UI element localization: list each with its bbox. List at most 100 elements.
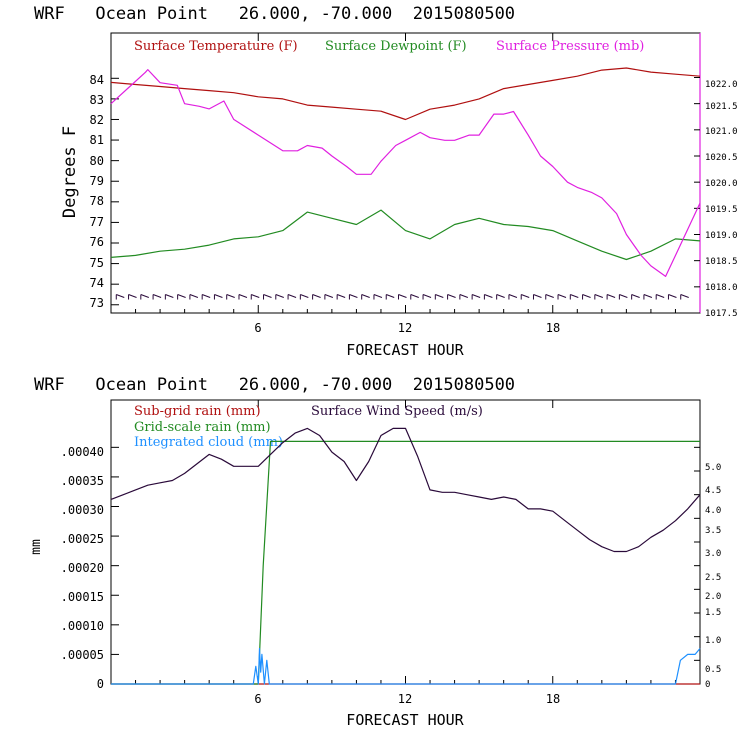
wind-barb — [545, 294, 554, 298]
top-y-tick-label: 81 — [90, 133, 104, 147]
bottom-y-tick-label: .00005 — [61, 648, 104, 662]
top-series-group — [110, 67, 701, 277]
temperature-pressure-chart: WRF Ocean Point 26.000, -70.000 20150805… — [34, 4, 738, 359]
top-right-tick-label: 1019.0 — [705, 231, 738, 241]
top-y-tick-label: 80 — [90, 154, 104, 168]
wind-barb — [238, 294, 248, 298]
wind-barb — [201, 294, 211, 298]
top-right-tick-label: 1017.5 — [705, 309, 738, 319]
wind-barb — [226, 294, 235, 298]
wind-barb — [410, 294, 419, 298]
wind-barb — [177, 294, 186, 298]
series-surface-temperature-f-line — [110, 67, 701, 121]
wind-barb — [447, 294, 456, 298]
bottom-right-tick-label: 0 — [705, 680, 710, 690]
legend-integrated-cloud: Integrated cloud (mm) — [134, 435, 283, 450]
wind-barb — [324, 294, 334, 298]
precipitation-wind-chart: WRF Ocean Point 26.000, -70.000 20150805… — [29, 375, 721, 729]
series-surface-wind-speed-m-s-line — [110, 427, 701, 553]
wind-barb — [140, 294, 149, 298]
series-integrated-cloud-mm-line — [111, 647, 701, 685]
wind-barb — [300, 294, 309, 298]
wind-barb — [165, 294, 174, 298]
wind-barb — [275, 294, 284, 298]
bottom-legend: Sub-grid rain (mm) Grid-scale rain (mm) … — [134, 404, 483, 450]
wind-barb — [619, 294, 628, 298]
wind-barb — [189, 294, 199, 298]
bottom-x-axis-label: FORECAST HOUR — [346, 711, 464, 729]
top-legend: Surface Temperature (F) Surface Dewpoint… — [134, 39, 644, 54]
wind-barb — [128, 294, 137, 298]
bottom-y-tick-label: 0 — [97, 677, 104, 691]
wind-barb — [312, 294, 321, 298]
bottom-x-tick-label: 6 — [254, 692, 261, 706]
top-y-tick-label: 83 — [90, 93, 104, 107]
top-x-axis-label: FORECAST HOUR — [346, 341, 464, 359]
bottom-y-tick-label: .00015 — [61, 590, 104, 604]
wind-barb — [398, 294, 407, 298]
top-y-tick-label: 77 — [90, 215, 104, 229]
top-x-tick-labels: 6 12 18 — [254, 321, 560, 335]
top-right-tick-label: 1018.0 — [705, 283, 738, 293]
bottom-y-axis-label: mm — [29, 539, 44, 555]
top-axis-ticks — [111, 33, 700, 314]
wind-barb — [116, 294, 125, 298]
top-right-tick-label: 1022.0 — [705, 80, 738, 90]
legend-surface-temperature: Surface Temperature (F) — [134, 39, 298, 54]
wind-barb — [606, 294, 616, 298]
wind-barb — [680, 294, 689, 298]
top-x-tick-label: 6 — [254, 321, 261, 335]
wind-barb — [386, 294, 395, 298]
wind-barb — [521, 294, 530, 298]
legend-surface-wind-speed: Surface Wind Speed (m/s) — [311, 404, 483, 419]
top-right-tick-label: 1020.5 — [705, 153, 738, 163]
wind-barb — [251, 294, 260, 298]
top-y-tick-label: 78 — [90, 194, 104, 208]
wind-barb — [435, 294, 444, 298]
wind-barb — [152, 294, 162, 298]
wind-barb — [287, 294, 297, 298]
series-surface-dewpoint-f-line — [110, 209, 701, 261]
top-y-tick-label: 73 — [90, 296, 104, 310]
bottom-x-tick-labels: 6 12 18 — [254, 692, 560, 706]
wind-barb — [349, 294, 358, 298]
bottom-right-tick-label: 1.5 — [705, 608, 721, 618]
wind-barb — [508, 294, 518, 298]
wind-barb — [263, 294, 272, 298]
top-y-tick-labels: 73 74 75 76 77 78 79 80 81 82 83 84 — [90, 73, 104, 310]
top-y-tick-label: 74 — [90, 276, 104, 290]
legend-sub-grid-rain: Sub-grid rain (mm) — [134, 404, 261, 419]
bottom-right-tick-label: 4.5 — [705, 486, 721, 496]
top-y-axis-label: Degrees F — [60, 126, 80, 218]
wind-barb — [631, 294, 640, 298]
bottom-x-tick-label: 18 — [546, 692, 560, 706]
bottom-right-tick-label: 4.0 — [705, 506, 721, 516]
legend-surface-pressure: Surface Pressure (mb) — [496, 39, 644, 54]
top-right-tick-label: 1019.5 — [705, 205, 738, 215]
top-right-tick-label: 1021.0 — [705, 127, 738, 137]
wind-barb — [570, 294, 579, 298]
bottom-y-tick-label: .00020 — [61, 561, 104, 575]
top-y-tick-label: 82 — [90, 113, 104, 127]
top-y-tick-label: 84 — [90, 73, 104, 87]
bottom-y-tick-label: .00040 — [61, 445, 104, 459]
wind-barb — [557, 294, 567, 298]
top-x-tick-label: 18 — [546, 321, 560, 335]
bottom-right-tick-label: 3.5 — [705, 526, 721, 536]
wind-barbs — [115, 294, 689, 300]
bottom-y-tick-label: .00035 — [61, 474, 104, 488]
bottom-right-tick-label: 3.0 — [705, 549, 721, 559]
wind-barb — [533, 294, 542, 298]
wind-barb — [582, 294, 591, 298]
top-x-tick-label: 12 — [398, 321, 412, 335]
bottom-chart-title: WRF Ocean Point 26.000, -70.000 20150805… — [34, 375, 515, 395]
top-y-tick-label: 75 — [90, 256, 104, 270]
top-right-tick-labels: 1017.5 1018.0 1018.5 1019.0 1019.5 1020.… — [705, 80, 738, 319]
wind-barb — [643, 294, 653, 298]
bottom-y-tick-labels: 0 .00005 .00010 .00015 .00020 .00025 .00… — [61, 445, 104, 691]
bottom-right-tick-label: 1.0 — [705, 636, 721, 646]
series-grid-scale-rain-mm-line — [111, 440, 700, 685]
wind-barb — [422, 294, 432, 298]
wind-barb — [484, 294, 493, 298]
series-surface-pressure-mb-line — [110, 68, 701, 277]
